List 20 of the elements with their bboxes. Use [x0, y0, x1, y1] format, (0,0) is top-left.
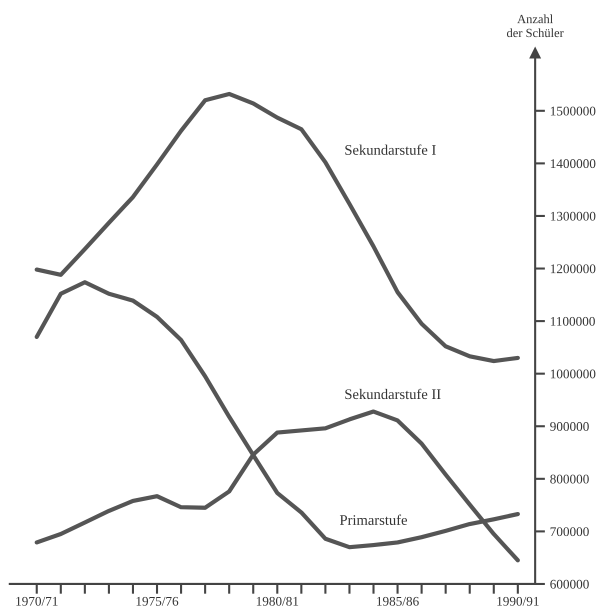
- y-tick-label: 1500000: [550, 106, 596, 116]
- y-tick-label: 900000: [550, 422, 589, 431]
- x-tick-label: 1980/81: [256, 596, 298, 606]
- x-tick-label: 1985/86: [377, 596, 419, 606]
- series-label: Sekundarstufe II: [345, 388, 441, 400]
- x-tick-label: 1970/71: [16, 596, 58, 606]
- line-series: [34, 92, 520, 364]
- y-tick-label: 1400000: [550, 159, 596, 168]
- y-tick-label: 1100000: [550, 316, 595, 326]
- series-label: Primarstufe: [340, 514, 408, 525]
- y-tick-label: 1200000: [550, 264, 596, 274]
- y-tick-label: 600000: [550, 580, 589, 589]
- series-label: Sekundarstufe I: [345, 144, 436, 155]
- y-axis-title: Anzahl der Schüler: [506, 14, 564, 38]
- x-tick-label: 1975/76: [136, 596, 178, 606]
- y-tick-label: 800000: [550, 474, 589, 484]
- y-tick-label: 1300000: [550, 212, 596, 221]
- y-tick-label: 700000: [550, 527, 589, 536]
- y-tick-label: 1000000: [550, 369, 596, 378]
- x-tick-label: 1990/91: [497, 596, 539, 606]
